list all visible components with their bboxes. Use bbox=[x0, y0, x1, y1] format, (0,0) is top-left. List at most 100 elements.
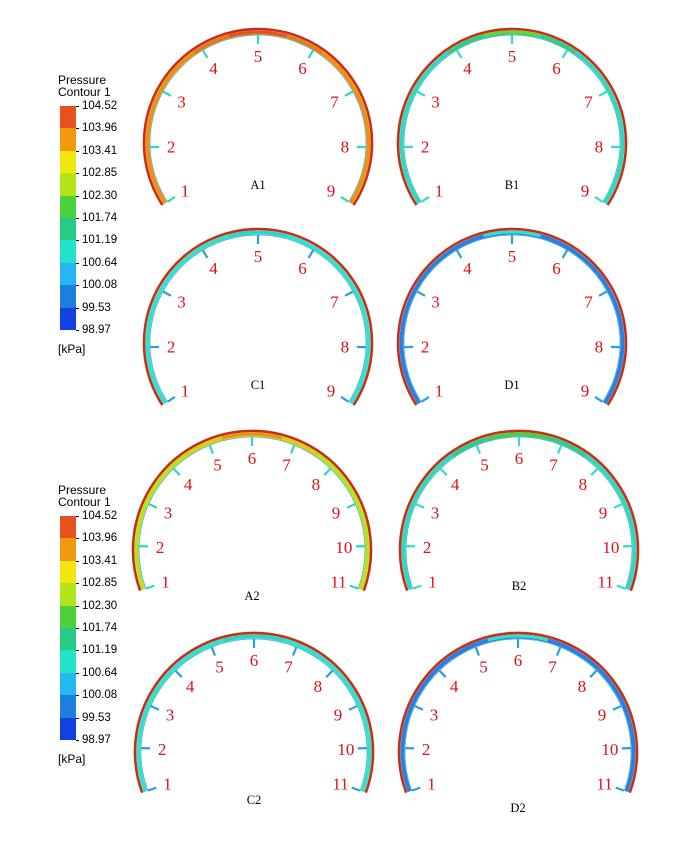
colorbar-title-line1: Pressure bbox=[58, 73, 107, 87]
monitor-point-tick bbox=[416, 90, 426, 97]
monitor-point-number: 9 bbox=[334, 706, 343, 725]
monitor-point-tick bbox=[162, 90, 172, 97]
colorbar-tick bbox=[76, 516, 79, 517]
monitor-point-number: 3 bbox=[431, 293, 440, 312]
monitor-point-tick bbox=[561, 49, 569, 59]
monitor-point-tick bbox=[412, 584, 422, 590]
colorbar-tick bbox=[76, 717, 79, 719]
monitor-point-tick bbox=[416, 290, 426, 297]
crown-peak-arc bbox=[221, 432, 283, 440]
monitor-point-number: 5 bbox=[254, 47, 263, 66]
monitor-point-number: 4 bbox=[451, 475, 460, 494]
monitor-point-number: 8 bbox=[312, 475, 321, 494]
monitor-point-tick bbox=[166, 395, 176, 403]
panel-label: A2 bbox=[244, 589, 259, 603]
monitor-point-number: 1 bbox=[181, 381, 190, 400]
outer-lining-arc bbox=[142, 227, 374, 406]
monitor-point-number: 3 bbox=[430, 706, 439, 725]
colorbar-tick bbox=[76, 330, 79, 331]
monitor-point-tick bbox=[208, 444, 215, 455]
monitor-point-number: 6 bbox=[250, 651, 259, 670]
monitor-point-number: 8 bbox=[314, 677, 323, 696]
colorbar-gradient bbox=[60, 106, 76, 331]
panel-label: C1 bbox=[251, 378, 266, 392]
outer-lining-arc bbox=[398, 429, 640, 592]
monitor-point-number: 4 bbox=[209, 59, 218, 78]
monitor-point-number: 7 bbox=[282, 456, 291, 475]
monitor-point-number: 3 bbox=[431, 504, 440, 523]
monitor-point-number: 6 bbox=[298, 259, 307, 278]
outer-lining-arc bbox=[133, 631, 375, 794]
monitor-point-tick bbox=[349, 584, 359, 590]
tunnel-panel-a1: 1 2 3 4 5 6 7 8 9 A1 bbox=[142, 27, 374, 206]
colorbar-segment bbox=[60, 628, 76, 651]
monitor-point-tick bbox=[414, 704, 424, 711]
outer-lining-arc bbox=[397, 631, 639, 794]
monitor-point-number: 9 bbox=[327, 381, 336, 400]
monitor-point-number: 4 bbox=[463, 59, 472, 78]
monitor-point-number: 1 bbox=[435, 181, 444, 200]
monitor-point-number: 6 bbox=[298, 59, 307, 78]
monitor-point-number: 7 bbox=[549, 456, 558, 475]
colorbar-segment bbox=[60, 560, 76, 584]
monitor-point-tick bbox=[145, 584, 155, 590]
panel-label: B2 bbox=[512, 579, 527, 593]
monitor-point-tick bbox=[307, 249, 315, 259]
colorbar-tick bbox=[76, 695, 79, 697]
colorbar-tick bbox=[76, 307, 79, 309]
monitor-point-number: 6 bbox=[515, 449, 524, 468]
monitor-point-number: 7 bbox=[584, 293, 593, 312]
colorbar-segment bbox=[60, 650, 76, 674]
colorbar-tick bbox=[76, 173, 79, 175]
monitor-point-number: 5 bbox=[213, 456, 222, 475]
monitor-point-tick bbox=[148, 502, 158, 509]
colorbar-segment bbox=[60, 173, 76, 197]
crown-peak-arc bbox=[482, 30, 542, 38]
tunnel-panel-c2: 1 2 34 5 6 7 89 10 11 C2 bbox=[133, 631, 375, 807]
monitor-point-tick bbox=[598, 90, 608, 97]
monitor-point-tick bbox=[415, 502, 425, 509]
monitor-point-number: 6 bbox=[552, 59, 561, 78]
tunnel-panel-b1: 1 2 3 4 5 6 7 8 9 B1 bbox=[396, 27, 628, 206]
colorbar-tick bbox=[76, 262, 79, 264]
monitor-point-number: 9 bbox=[327, 181, 336, 200]
monitor-point-tick bbox=[147, 786, 157, 792]
panel-label: D2 bbox=[510, 801, 525, 815]
colorbar-tick bbox=[76, 538, 79, 540]
monitor-point-number: 6 bbox=[248, 449, 257, 468]
monitor-point-number: 2 bbox=[167, 137, 176, 156]
monitor-point-tick bbox=[325, 669, 334, 678]
colorbar-tick bbox=[76, 128, 79, 130]
monitor-point-number: 8 bbox=[578, 677, 587, 696]
monitor-point-number: 2 bbox=[156, 538, 165, 557]
monitor-point-number: 2 bbox=[423, 538, 432, 557]
monitor-point-number: 9 bbox=[332, 504, 341, 523]
colorbar-level: 99.53 bbox=[82, 711, 111, 724]
colorbar-level: 100.64 bbox=[82, 256, 118, 269]
monitor-point-number: 5 bbox=[479, 658, 488, 677]
colorbar-level: 101.74 bbox=[82, 622, 118, 634]
colorbar-segment bbox=[60, 218, 76, 241]
colorbar-level: 102.30 bbox=[82, 189, 118, 202]
colorbar-unit: [kPa] bbox=[58, 752, 86, 766]
colorbar-tick bbox=[76, 740, 79, 741]
colorbar-segment bbox=[60, 240, 76, 264]
crown-peak-arc bbox=[488, 432, 550, 440]
monitor-point-tick bbox=[344, 290, 354, 297]
monitor-point-number: 4 bbox=[450, 677, 459, 696]
colorbar-tick bbox=[76, 583, 79, 585]
monitor-point-number: 7 bbox=[330, 293, 339, 312]
monitor-point-tick bbox=[589, 669, 598, 678]
monitor-point-tick bbox=[201, 249, 209, 259]
monitor-point-tick bbox=[613, 502, 623, 509]
monitor-point-number: 6 bbox=[552, 259, 561, 278]
monitor-point-number: 2 bbox=[167, 337, 176, 356]
monitor-point-tick bbox=[201, 49, 209, 59]
outer-lining-arc bbox=[396, 27, 628, 206]
colorbar-tick bbox=[76, 218, 79, 219]
monitor-point-tick bbox=[172, 467, 181, 476]
colorbar-segment bbox=[60, 262, 76, 286]
tunnel-panel-b2: 1 2 34 5 6 7 89 10 11 B2 bbox=[398, 429, 640, 593]
monitor-point-number: 8 bbox=[595, 137, 604, 156]
